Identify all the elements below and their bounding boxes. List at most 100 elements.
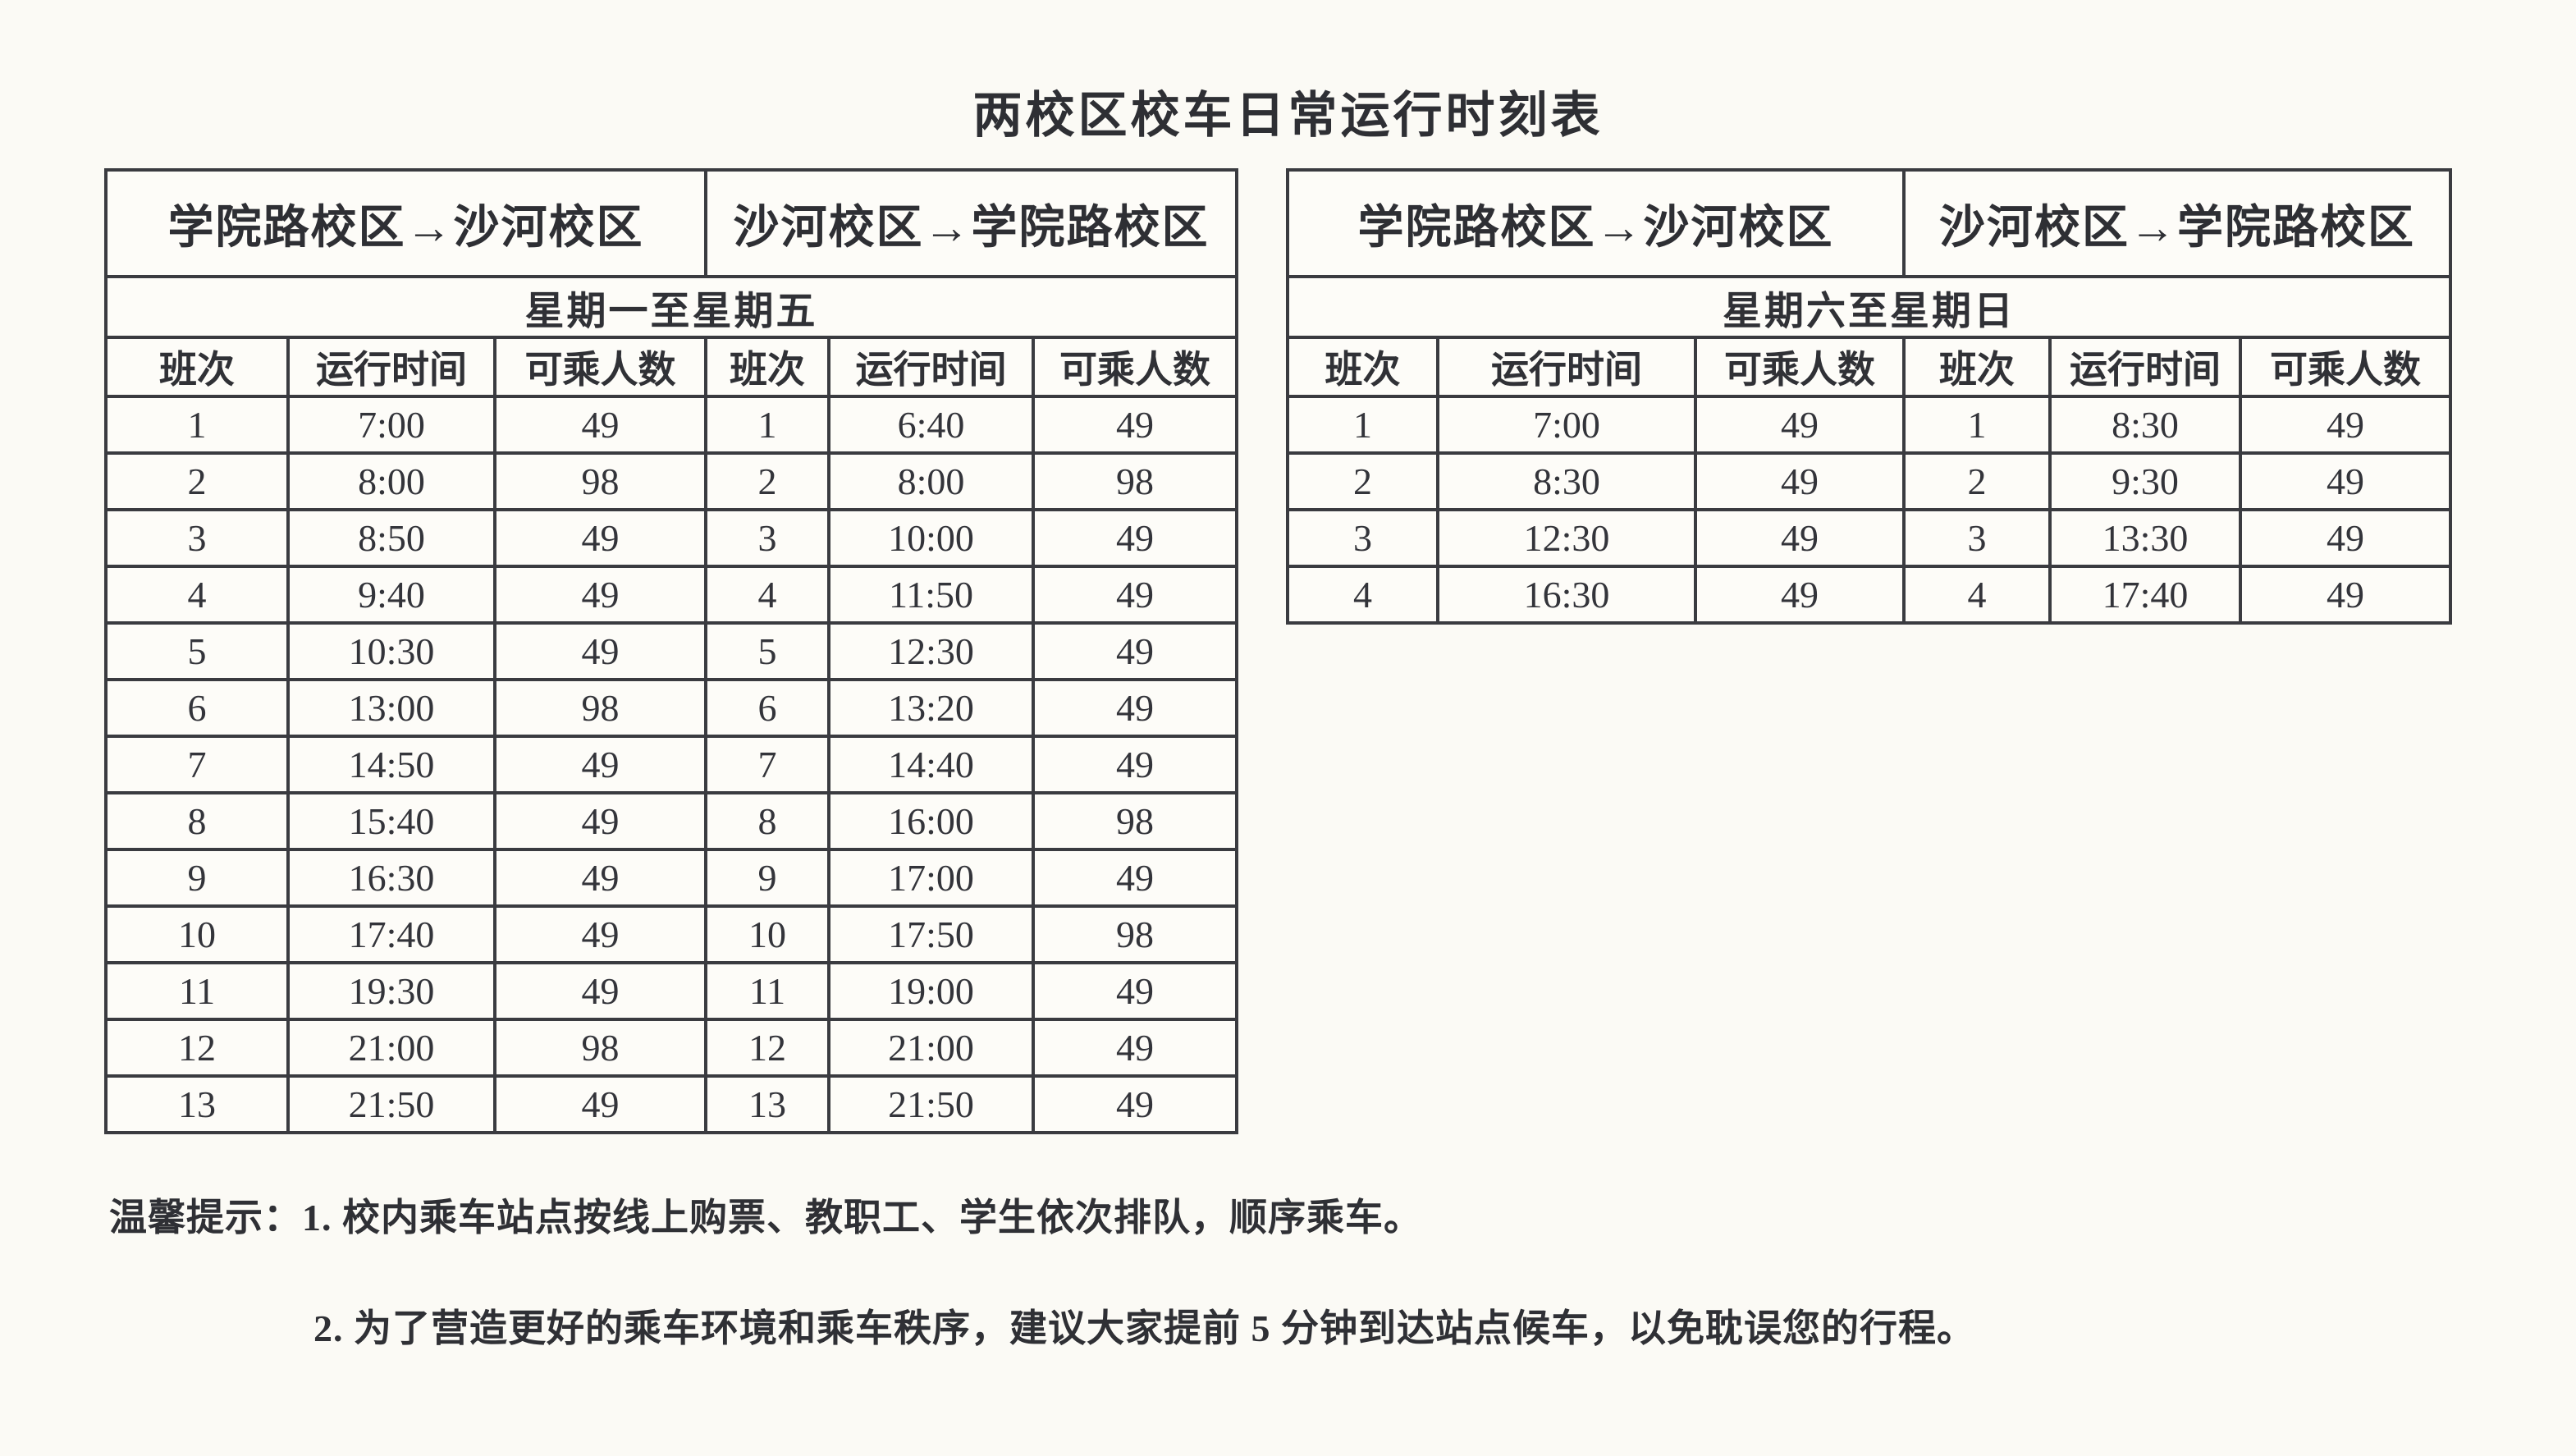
bus-no-cell: 1 (1286, 395, 1439, 455)
column-header-time: 运行时间 (1436, 336, 1697, 398)
column-header-time: 运行时间 (286, 336, 496, 398)
capacity-cell: 98 (492, 678, 708, 738)
bus-no-cell: 1 (704, 395, 831, 455)
route-header-row: 学院路校区→沙河校区 沙河校区→学院路校区 (1285, 168, 2453, 278)
time-cell: 17:00 (827, 848, 1036, 908)
schedule-row: 7 14:50 49 7 14:40 49 (104, 735, 1239, 794)
capacity-cell: 98 (1032, 904, 1239, 964)
time-cell: 17:40 (2048, 565, 2243, 625)
period-header-row: 星期一至星期五 (103, 275, 1239, 339)
capacity-cell: 49 (492, 508, 708, 568)
column-header-time: 运行时间 (827, 336, 1036, 398)
schedule-row: 2 8:00 98 2 8:00 98 (104, 451, 1239, 511)
capacity-cell: 49 (1693, 395, 1906, 455)
time-cell: 11:50 (827, 565, 1036, 625)
schedule-row: 6 13:00 98 6 13:20 49 (104, 678, 1239, 738)
schedule-row: 4 9:40 49 4 11:50 49 (104, 565, 1239, 625)
capacity-cell: 49 (492, 961, 708, 1021)
time-cell: 14:50 (286, 735, 496, 794)
capacity-cell: 49 (1032, 395, 1239, 455)
time-cell: 8:30 (1436, 451, 1697, 511)
capacity-cell: 49 (2239, 565, 2453, 625)
bus-no-cell: 4 (104, 565, 290, 625)
schedule-row: 1 7:00 49 1 8:30 49 (1286, 395, 2453, 455)
capacity-cell: 49 (492, 621, 708, 681)
time-cell: 19:30 (286, 961, 496, 1021)
bus-no-cell: 10 (704, 904, 831, 964)
bus-no-cell: 9 (704, 848, 831, 908)
bus-no-cell: 12 (704, 1018, 831, 1078)
time-cell: 16:00 (827, 791, 1036, 851)
capacity-cell: 49 (1032, 508, 1239, 568)
column-header-bus-no: 班次 (104, 336, 290, 398)
bus-no-cell: 7 (104, 735, 290, 794)
capacity-cell: 49 (1032, 735, 1239, 794)
time-cell: 8:00 (286, 451, 496, 511)
time-cell: 8:00 (827, 451, 1036, 511)
period-header-row: 星期六至星期日 (1285, 275, 2453, 339)
time-cell: 16:30 (286, 848, 496, 908)
column-header-row: 班次 运行时间 可乘人数 班次 运行时间 可乘人数 (104, 336, 1239, 398)
schedule-row: 5 10:30 49 5 12:30 49 (104, 621, 1239, 681)
time-cell: 21:50 (827, 1074, 1036, 1134)
time-cell: 9:30 (2048, 451, 2243, 511)
capacity-cell: 49 (2239, 508, 2453, 568)
weekend-schedule-table: 学院路校区→沙河校区 沙河校区→学院路校区 星期六至星期日 班次 运行时间 可乘… (1285, 168, 2453, 625)
period-header: 星期一至星期五 (103, 275, 1239, 339)
time-cell: 13:30 (2048, 508, 2243, 568)
schedule-row: 13 21:50 49 13 21:50 49 (104, 1074, 1239, 1134)
time-cell: 21:00 (827, 1018, 1036, 1078)
bus-no-cell: 11 (704, 961, 831, 1021)
document-title: 两校区校车日常运行时刻表 (972, 89, 1604, 143)
bus-no-cell: 6 (704, 678, 831, 738)
time-cell: 8:30 (2048, 395, 2243, 455)
capacity-cell: 49 (1693, 508, 1906, 568)
bus-no-cell: 3 (1286, 508, 1439, 568)
route-header-row: 学院路校区→沙河校区 沙河校区→学院路校区 (103, 168, 1239, 278)
note-tip-1: 温馨提示：1. 校内乘车站点按线上购票、教职工、学生依次排队，顺序乘车。 (109, 1197, 1422, 1239)
capacity-cell: 49 (1693, 451, 1906, 511)
capacity-cell: 49 (1032, 1018, 1239, 1078)
bus-no-cell: 9 (104, 848, 290, 908)
time-cell: 15:40 (286, 791, 496, 851)
bus-no-cell: 8 (104, 791, 290, 851)
time-cell: 10:00 (827, 508, 1036, 568)
capacity-cell: 98 (492, 451, 708, 511)
capacity-cell: 49 (1032, 678, 1239, 738)
capacity-cell: 49 (2239, 451, 2453, 511)
capacity-cell: 49 (492, 735, 708, 794)
time-cell: 17:50 (827, 904, 1036, 964)
capacity-cell: 49 (492, 565, 708, 625)
capacity-cell: 49 (492, 395, 708, 455)
bus-no-cell: 2 (1286, 451, 1439, 511)
column-header-bus-no: 班次 (1286, 336, 1439, 398)
capacity-cell: 49 (1032, 621, 1239, 681)
bus-no-cell: 13 (104, 1074, 290, 1134)
time-cell: 13:00 (286, 678, 496, 738)
capacity-cell: 49 (1032, 565, 1239, 625)
time-cell: 8:50 (286, 508, 496, 568)
time-cell: 6:40 (827, 395, 1036, 455)
bus-no-cell: 5 (704, 621, 831, 681)
capacity-cell: 49 (1032, 848, 1239, 908)
time-cell: 7:00 (286, 395, 496, 455)
schedule-row: 3 12:30 49 3 13:30 49 (1286, 508, 2453, 568)
bus-no-cell: 6 (104, 678, 290, 738)
route-return-header: 沙河校区→学院路校区 (704, 168, 1239, 278)
column-header-row: 班次 运行时间 可乘人数 班次 运行时间 可乘人数 (1286, 336, 2453, 398)
column-header-bus-no: 班次 (704, 336, 831, 398)
time-cell: 10:30 (286, 621, 496, 681)
bus-no-cell: 13 (704, 1074, 831, 1134)
capacity-cell: 49 (492, 1074, 708, 1134)
time-cell: 14:40 (827, 735, 1036, 794)
capacity-cell: 49 (2239, 395, 2453, 455)
route-outbound-header: 学院路校区→沙河校区 (1285, 168, 1906, 278)
time-cell: 21:00 (286, 1018, 496, 1078)
schedule-row: 8 15:40 49 8 16:00 98 (104, 791, 1239, 851)
route-return-header: 沙河校区→学院路校区 (1902, 168, 2453, 278)
schedule-row: 10 17:40 49 10 17:50 98 (104, 904, 1239, 964)
column-header-capacity: 可乘人数 (492, 336, 708, 398)
schedule-row: 9 16:30 49 9 17:00 49 (104, 848, 1239, 908)
bus-no-cell: 10 (104, 904, 290, 964)
time-cell: 19:00 (827, 961, 1036, 1021)
